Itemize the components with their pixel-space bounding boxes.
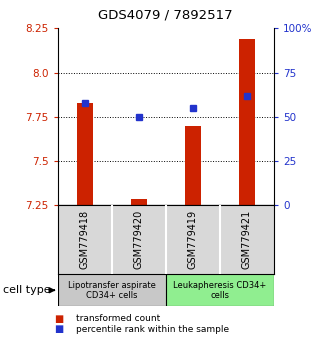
- Text: GSM779418: GSM779418: [80, 210, 90, 269]
- Bar: [185, 126, 201, 205]
- Bar: [77, 103, 93, 205]
- Text: percentile rank within the sample: percentile rank within the sample: [76, 325, 229, 334]
- Text: GSM779420: GSM779420: [134, 210, 144, 269]
- Text: GSM779421: GSM779421: [242, 210, 252, 269]
- Text: cell type: cell type: [3, 285, 51, 295]
- Bar: [131, 199, 147, 205]
- Text: GDS4079 / 7892517: GDS4079 / 7892517: [98, 9, 232, 22]
- Bar: [58, 274, 166, 306]
- Text: ■: ■: [54, 314, 64, 324]
- Bar: [239, 39, 255, 205]
- Text: transformed count: transformed count: [76, 314, 160, 323]
- Text: GSM779419: GSM779419: [188, 210, 198, 269]
- Bar: [166, 274, 274, 306]
- Text: Lipotransfer aspirate
CD34+ cells: Lipotransfer aspirate CD34+ cells: [68, 281, 156, 300]
- Text: ■: ■: [54, 324, 64, 334]
- Text: Leukapheresis CD34+
cells: Leukapheresis CD34+ cells: [173, 281, 267, 300]
